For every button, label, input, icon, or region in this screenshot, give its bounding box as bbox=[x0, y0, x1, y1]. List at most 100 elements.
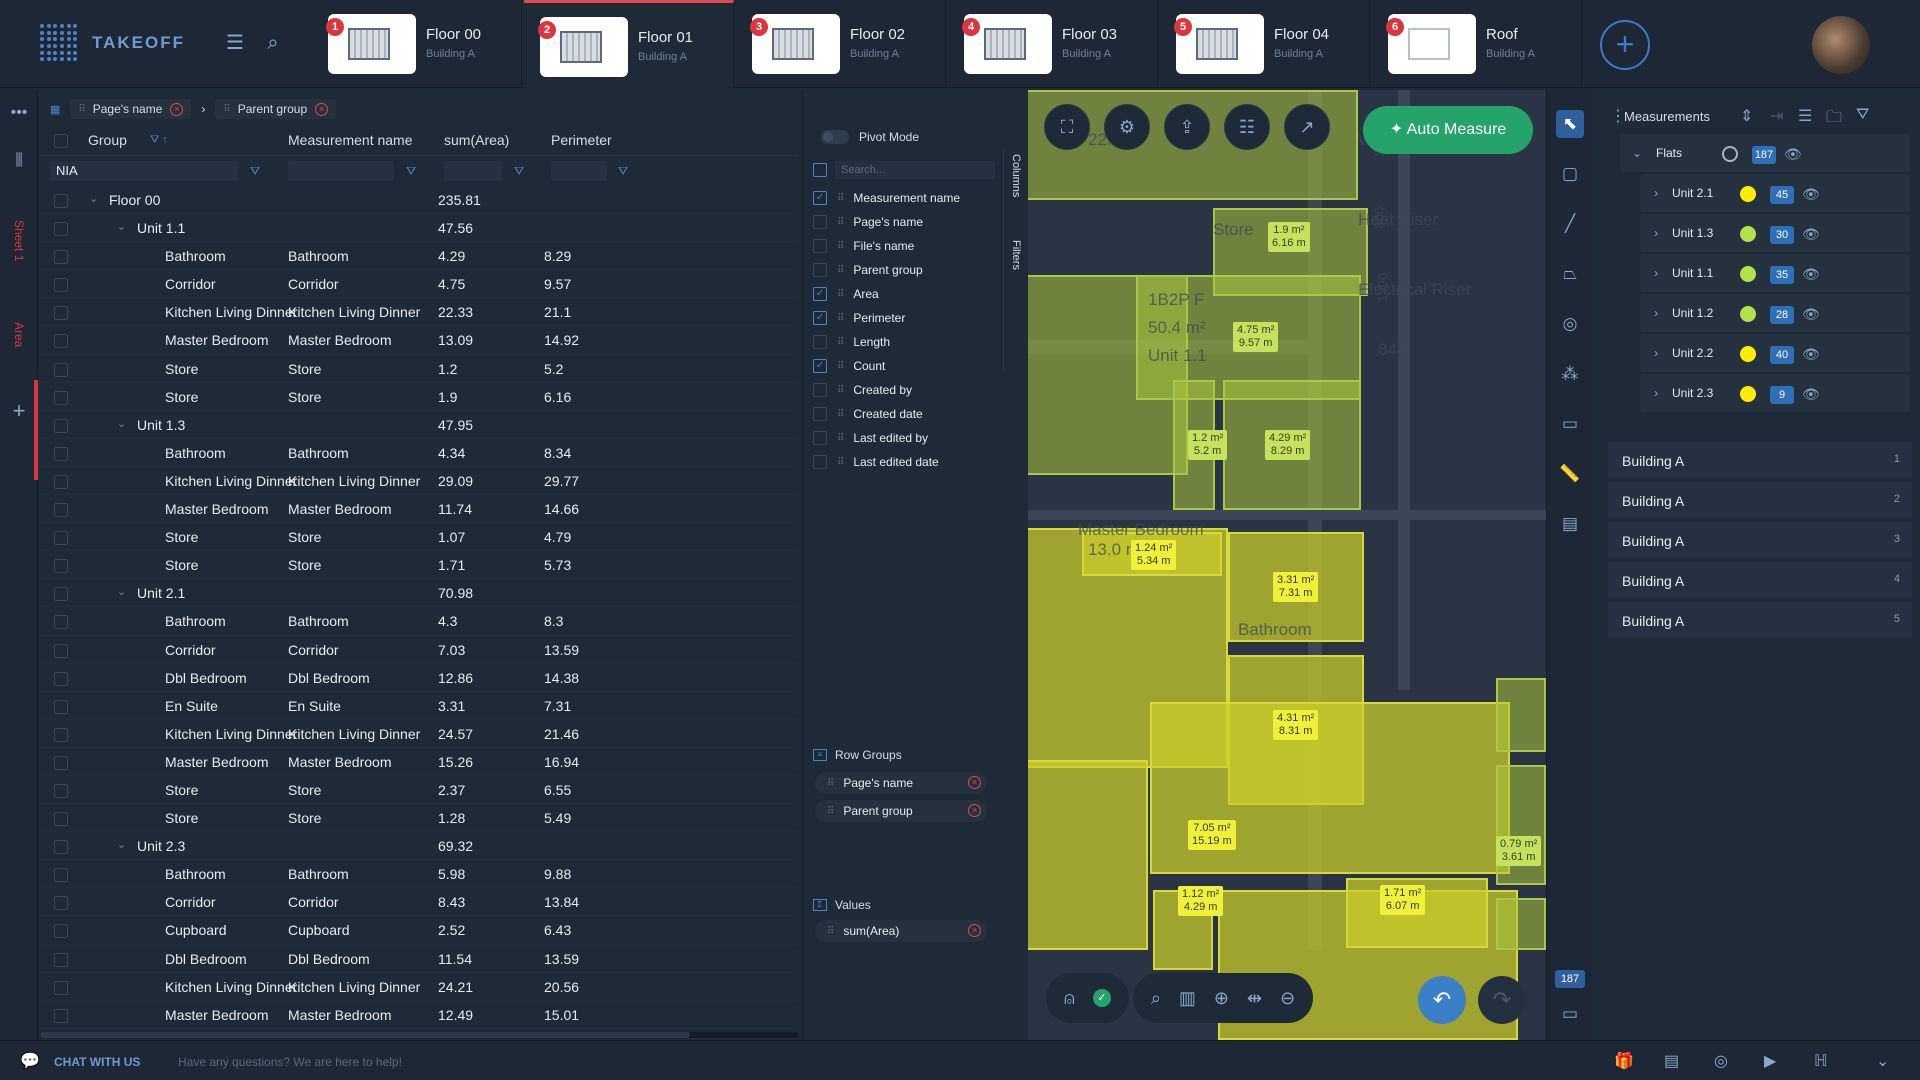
table-row[interactable]: Master Bedroom Master Bedroom 12.49 15.01 bbox=[40, 1001, 798, 1029]
table-row[interactable]: Corridor Corridor 7.03 13.59 bbox=[40, 636, 798, 664]
table-row[interactable]: Bathroom Bathroom 4.3 8.3 bbox=[40, 607, 798, 636]
eye-icon[interactable]: 👁 bbox=[1802, 186, 1820, 202]
horizontal-scrollbar[interactable] bbox=[40, 1032, 798, 1038]
row-checkbox[interactable] bbox=[54, 783, 68, 798]
row-group-pill[interactable]: ⠿ Parent group × bbox=[815, 800, 987, 822]
measurement-label[interactable]: 1.2 m² 5.2 m bbox=[1188, 430, 1228, 460]
filter-icon[interactable]: ⛛ bbox=[406, 164, 417, 178]
chevron-down-icon[interactable]: ⌄ bbox=[89, 193, 99, 205]
visibility-tool-icon[interactable]: ◎ bbox=[1562, 314, 1578, 333]
row-checkbox[interactable] bbox=[54, 896, 68, 911]
measurement-label[interactable]: 4.75 m² 9.57 m bbox=[1233, 322, 1279, 352]
table-row[interactable]: Bathroom Bathroom 5.98 9.88 bbox=[40, 860, 798, 889]
remove-icon[interactable]: × bbox=[968, 924, 981, 937]
measurement-label[interactable]: 0.79 m² 3.61 m bbox=[1496, 836, 1542, 866]
table-row[interactable]: Store Store 1.2 5.2 bbox=[40, 355, 798, 383]
row-checkbox[interactable] bbox=[54, 980, 68, 995]
pivot-mode[interactable]: Pivot Mode bbox=[821, 130, 919, 144]
document-tool-icon[interactable]: ▤ bbox=[1561, 514, 1579, 533]
table-row[interactable]: En Suite En Suite 3.31 7.31 bbox=[40, 692, 798, 720]
chevron-down-icon[interactable]: ⌄ bbox=[117, 221, 127, 234]
column-item[interactable]: ✓ ⠿ Area bbox=[813, 282, 993, 306]
column-search-input[interactable]: Search... bbox=[835, 161, 995, 179]
breadcrumb-chip-parent[interactable]: ⠿ Parent group × bbox=[215, 99, 337, 119]
chevron-right-icon[interactable]: › bbox=[1654, 266, 1658, 280]
row-checkbox[interactable] bbox=[54, 952, 68, 967]
polygon-tool-icon[interactable]: ⏢ bbox=[1563, 264, 1577, 283]
table-row[interactable]: Master Bedroom Master Bedroom 11.74 14.66 bbox=[40, 495, 798, 524]
measurement-filter-input[interactable] bbox=[288, 161, 394, 181]
table-row[interactable]: Master Bedroom Master Bedroom 13.09 14.92 bbox=[40, 326, 798, 355]
chevron-down-icon[interactable]: ⌄ bbox=[1632, 146, 1643, 160]
table-row[interactable]: Bathroom Bathroom 4.34 8.34 bbox=[40, 439, 798, 467]
snap-icon[interactable]: ⍝ bbox=[1064, 987, 1075, 1008]
column-item[interactable]: ✓ ⠿ Measurement name bbox=[813, 186, 993, 210]
column-item[interactable]: ✓ ⠿ Perimeter bbox=[813, 306, 993, 330]
table-row[interactable]: Corridor Corridor 4.75 9.57 bbox=[40, 270, 798, 299]
building-row[interactable]: Building A 1 bbox=[1608, 442, 1912, 480]
page-tab[interactable]: 6 Roof Building A bbox=[1372, 0, 1582, 88]
column-checkbox[interactable] bbox=[813, 407, 827, 421]
row-checkbox[interactable] bbox=[54, 418, 68, 433]
settings-icon[interactable]: ⚙ bbox=[1104, 104, 1150, 150]
table-row[interactable]: Store Store 2.37 6.55 bbox=[40, 776, 798, 805]
group-row[interactable]: ⌄ Floor 00 235.81 bbox=[40, 186, 798, 215]
eye-icon[interactable]: 👁 bbox=[1802, 386, 1820, 402]
chevron-down-icon[interactable]: ⌄ bbox=[117, 586, 127, 599]
sort-icon[interactable]: ☰ bbox=[1798, 108, 1813, 125]
row-checkbox[interactable] bbox=[54, 194, 68, 208]
measurement-label[interactable]: 3.31 m² 7.31 m bbox=[1273, 572, 1319, 602]
chevron-right-icon[interactable]: › bbox=[1654, 386, 1658, 400]
group-filter-input[interactable]: NIA bbox=[50, 161, 238, 181]
building-row[interactable]: Building A 4 bbox=[1608, 562, 1912, 600]
expand-collapse-icon[interactable]: ⇕ bbox=[1740, 108, 1754, 125]
table-row[interactable]: Bathroom Bathroom 4.29 8.29 bbox=[40, 242, 798, 271]
add-folder-icon[interactable]: 🗀 bbox=[1826, 109, 1843, 126]
unit-row[interactable]: › Unit 2.1 45 👁 bbox=[1640, 174, 1910, 212]
header-perimeter[interactable]: Perimeter bbox=[551, 132, 612, 148]
column-checkbox[interactable]: ✓ bbox=[813, 359, 827, 373]
document-icon[interactable]: ▤ bbox=[1664, 1053, 1680, 1070]
page-tab[interactable]: 2 Floor 01 Building A bbox=[524, 0, 734, 88]
table-row[interactable]: Master Bedroom Master Bedroom 15.26 16.94 bbox=[40, 748, 798, 776]
table-row[interactable]: Store Store 1.28 5.49 bbox=[40, 804, 798, 833]
row-checkbox[interactable] bbox=[54, 390, 68, 405]
table-row[interactable]: Kitchen Living Dinner Kitchen Living Dinn… bbox=[40, 298, 798, 327]
row-checkbox[interactable] bbox=[54, 924, 68, 939]
columns-icon[interactable]: ⫼ bbox=[15, 152, 23, 169]
building-row[interactable]: Building A 2 bbox=[1608, 482, 1912, 520]
select-all-columns-checkbox[interactable] bbox=[813, 163, 827, 177]
table-row[interactable]: Store Store 1.07 4.79 bbox=[40, 523, 798, 552]
column-item[interactable]: ⠿ Created date bbox=[813, 402, 993, 426]
column-item[interactable]: ⠿ Created by bbox=[813, 378, 993, 402]
measurement-label[interactable]: 1.9 m² 6.16 m bbox=[1268, 222, 1310, 252]
color-dot-icon[interactable] bbox=[1740, 226, 1756, 242]
row-group-pill[interactable]: ⠿ Page's name × bbox=[815, 772, 987, 794]
group-row[interactable]: ⌄ Unit 2.3 69.32 bbox=[40, 832, 798, 861]
chevron-down-icon[interactable]: ⌄ bbox=[117, 417, 127, 430]
row-checkbox[interactable] bbox=[54, 755, 68, 770]
column-item[interactable]: ⠿ Page's name bbox=[813, 210, 993, 234]
line-tool-icon[interactable]: ╱ bbox=[1564, 214, 1576, 233]
row-checkbox[interactable] bbox=[54, 306, 68, 321]
column-checkbox[interactable] bbox=[813, 215, 827, 229]
auto-measure-button[interactable]: ✦ Auto Measure bbox=[1363, 106, 1533, 154]
chevron-right-icon[interactable]: › bbox=[1654, 226, 1658, 240]
filter-icon[interactable]: ⛛ bbox=[514, 164, 525, 178]
support-icon[interactable]: ◎ bbox=[1714, 1053, 1728, 1070]
note-tool-icon[interactable]: ▭ bbox=[1561, 414, 1579, 433]
page-tab[interactable]: 3 Floor 02 Building A bbox=[736, 0, 946, 88]
navigate-icon[interactable]: ↗ bbox=[1284, 104, 1330, 150]
eye-icon[interactable]: 👁 bbox=[1802, 226, 1820, 242]
measurement-label[interactable]: 1.24 m² 5.34 m bbox=[1131, 540, 1177, 570]
zoom-area-icon[interactable]: ⌕ bbox=[1150, 987, 1161, 1008]
help-icon[interactable]: ℍ bbox=[1814, 1053, 1828, 1070]
zoom-search-icon[interactable]: ⌕ bbox=[267, 32, 279, 54]
map-icon[interactable]: ▥ bbox=[1178, 987, 1196, 1008]
filter-icon[interactable]: ⛛ bbox=[618, 164, 629, 178]
zoom-out-icon[interactable]: ⊖ bbox=[1280, 987, 1296, 1008]
page-tab[interactable]: 4 Floor 03 Building A bbox=[948, 0, 1158, 88]
remove-icon[interactable]: × bbox=[968, 804, 981, 817]
column-item[interactable]: ⠿ Length bbox=[813, 330, 993, 354]
